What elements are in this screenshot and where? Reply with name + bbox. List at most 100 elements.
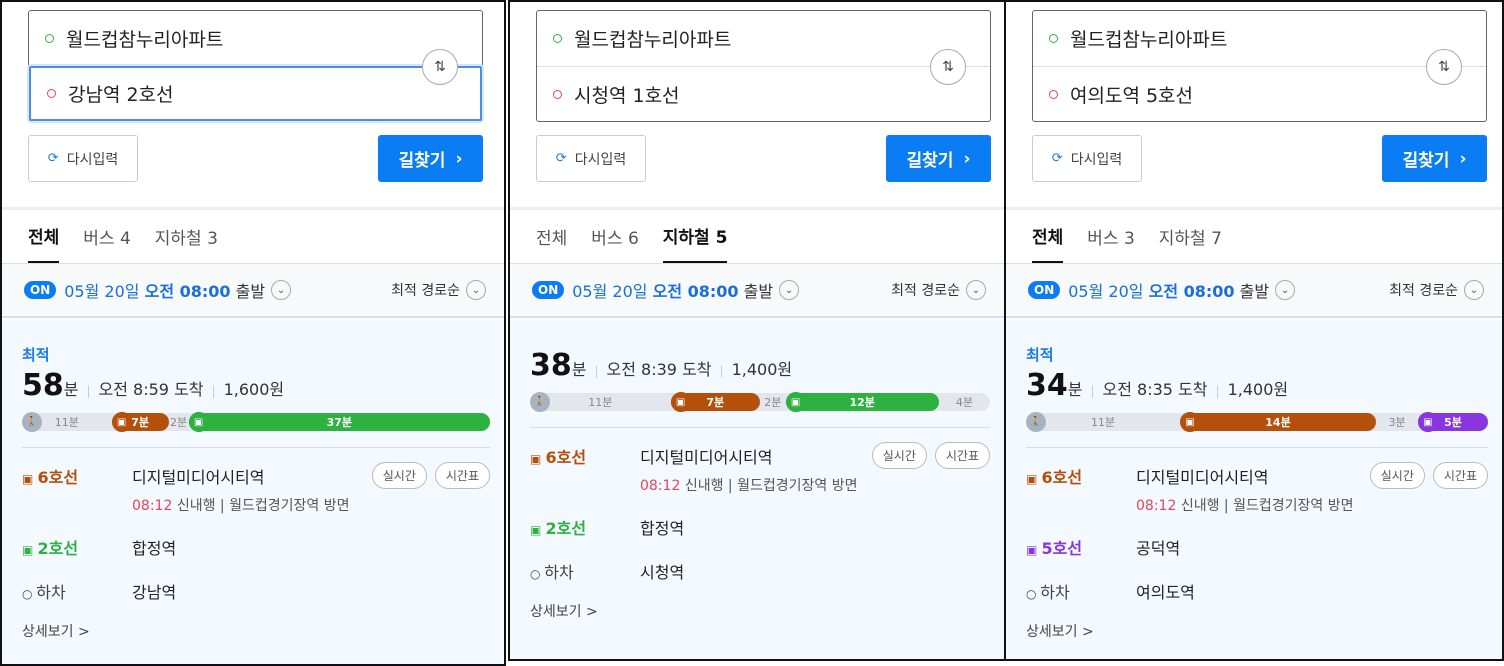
swap-button[interactable]: ⇅ bbox=[1426, 49, 1462, 85]
duration: 58 bbox=[22, 368, 64, 403]
tab-0[interactable]: 전체 bbox=[536, 229, 568, 249]
train-icon: ▣ bbox=[1418, 412, 1438, 432]
realtime-button[interactable]: 실시간 bbox=[371, 462, 427, 489]
details-link[interactable]: 상세보기 > bbox=[1026, 624, 1094, 640]
details-link[interactable]: 상세보기 > bbox=[22, 624, 90, 640]
tab-bar: 전체 버스 6 지하철 5 bbox=[510, 210, 1004, 264]
origin-input[interactable]: 월드컵참누리아파트 bbox=[1033, 11, 1486, 66]
train-icon: ▣ bbox=[530, 523, 546, 537]
destination-dot-icon bbox=[553, 89, 562, 99]
time-text: 오전 08:00 bbox=[144, 282, 231, 301]
origin-input[interactable]: 월드컵참누리아파트 bbox=[537, 11, 990, 66]
tab-bar: 전체 버스 3 지하철 7 bbox=[1006, 210, 1502, 264]
route-input-box: 월드컵참누리아파트 여의도역 5호선 ⇅ bbox=[1032, 10, 1487, 122]
step-actions: 실시간 시간표 bbox=[364, 462, 490, 489]
separator: | bbox=[215, 498, 230, 514]
destination-input[interactable]: 시청역 1호선 bbox=[537, 66, 990, 121]
timetable-button[interactable]: 시간표 bbox=[934, 442, 990, 469]
search-button[interactable]: 길찾기 › bbox=[886, 135, 991, 182]
swap-button[interactable]: ⇅ bbox=[422, 49, 458, 85]
fare: 1,400원 bbox=[1227, 380, 1289, 399]
best-label: 최적 bbox=[22, 346, 50, 364]
tab-bar: 전체 버스 4 지하철 3 bbox=[2, 210, 504, 264]
reset-button[interactable]: ⟳ 다시입력 bbox=[28, 135, 138, 182]
line-name: 하차 bbox=[1040, 583, 1070, 602]
chevron-right-icon: › bbox=[963, 148, 971, 169]
departure-time: 08:12 bbox=[640, 478, 681, 494]
refresh-icon: ⟳ bbox=[555, 151, 567, 166]
route-result-card[interactable]: 38 분 | 오전 8:39 도착 | 1,400원 🚶 11분 ▣ 7분 2분 ▣ 12분 4분 ▣ 6호… bbox=[510, 320, 1004, 659]
timeline-bar: 🚶 11분 ▣ 14분 3분 ▣ 5분 bbox=[1026, 412, 1488, 432]
reset-label: 다시입력 bbox=[1070, 151, 1123, 168]
route-result-card[interactable]: 최적 58 분 | 오전 8:59 도착 | 1,600원 🚶 11분 ▣ 7분 2분 ▣ 37분 ▣ 6호… bbox=[2, 320, 504, 664]
tab-2[interactable]: 지하철 7 bbox=[1158, 229, 1222, 249]
tab-0[interactable]: 전체 bbox=[28, 210, 60, 263]
duration-unit: 분 bbox=[1067, 380, 1083, 399]
timeline-segment-ride: ▣ 5분 bbox=[1418, 412, 1488, 432]
divider bbox=[22, 447, 490, 448]
search-label: 길찾기 bbox=[906, 151, 954, 171]
chevron-down-icon[interactable]: ⌄ bbox=[1275, 280, 1296, 300]
sort-dropdown[interactable]: 최적 경로순 ⌄ bbox=[891, 280, 986, 300]
route-step: ○ 하차 강남역 bbox=[22, 579, 490, 603]
chevron-down-icon: ⌄ bbox=[466, 280, 486, 300]
sort-dropdown[interactable]: 최적 경로순 ⌄ bbox=[391, 280, 486, 300]
station-name: 합정역 bbox=[132, 539, 177, 558]
line-label: ▣ 6호선 bbox=[530, 444, 640, 468]
reset-button[interactable]: ⟳ 다시입력 bbox=[536, 135, 646, 182]
destination-dot-icon bbox=[47, 89, 56, 98]
chevron-down-icon[interactable]: ⌄ bbox=[271, 280, 292, 300]
destination-input[interactable]: 여의도역 5호선 bbox=[1033, 66, 1486, 121]
walk-icon: 🚶 bbox=[530, 392, 550, 412]
details-link[interactable]: 상세보기 > bbox=[530, 604, 598, 620]
timeline-segment-wait: 3분 bbox=[1376, 413, 1418, 431]
arrival: 오전 8:35 도착 bbox=[1102, 380, 1208, 399]
chevron-down-icon[interactable]: ⌄ bbox=[779, 280, 800, 300]
time-text: 오전 08:00 bbox=[1148, 282, 1235, 301]
realtime-button[interactable]: 실시간 bbox=[871, 442, 927, 469]
sort-label: 최적 경로순 bbox=[391, 283, 460, 299]
departure-date[interactable]: 05월 20일 오전 08:00 출발 bbox=[1068, 278, 1269, 302]
origin-input[interactable]: 월드컵참누리아파트 bbox=[29, 11, 482, 66]
timeline-segment-walk: 🚶 11분 bbox=[1026, 412, 1180, 432]
tab-1[interactable]: 버스 4 bbox=[83, 229, 131, 249]
alight-icon: ○ bbox=[530, 567, 545, 581]
alight-icon: ○ bbox=[22, 587, 37, 601]
date-text: 05월 20일 bbox=[572, 282, 648, 301]
destination-dot-icon bbox=[1049, 89, 1058, 99]
segment-label: 37분 bbox=[326, 416, 353, 429]
separator: | bbox=[594, 364, 599, 378]
timeline-segment-wait: 2분 bbox=[169, 413, 189, 431]
tab-1[interactable]: 버스 6 bbox=[591, 229, 639, 249]
tab-0[interactable]: 전체 bbox=[1032, 210, 1064, 263]
swap-button[interactable]: ⇅ bbox=[930, 49, 966, 85]
line-label: ○ 하차 bbox=[22, 579, 132, 603]
search-button[interactable]: 길찾기 › bbox=[378, 135, 483, 182]
line-label: ▣ 5호선 bbox=[1026, 535, 1136, 559]
route-result-card[interactable]: 최적 34 분 | 오전 8:35 도착 | 1,400원 🚶 11분 ▣ 14분 3분 ▣ 5분 ▣ 6호… bbox=[1006, 320, 1502, 659]
refresh-icon: ⟳ bbox=[47, 151, 59, 166]
destination-input[interactable]: 강남역 2호선 bbox=[29, 66, 482, 121]
tab-1[interactable]: 버스 3 bbox=[1087, 229, 1135, 249]
sort-dropdown[interactable]: 최적 경로순 ⌄ bbox=[1389, 280, 1484, 300]
train-icon: ▣ bbox=[785, 392, 806, 412]
reset-button[interactable]: ⟳ 다시입력 bbox=[1032, 135, 1142, 182]
realtime-button[interactable]: 실시간 bbox=[1369, 462, 1425, 489]
tab-2[interactable]: 지하철 3 bbox=[154, 229, 218, 249]
line-label: ▣ 6호선 bbox=[22, 464, 132, 488]
origin-text: 월드컵참누리아파트 bbox=[574, 29, 732, 51]
arrival: 오전 8:59 도착 bbox=[98, 380, 204, 399]
train-icon: ▣ bbox=[22, 471, 38, 486]
timeline-segment-walk: 🚶 11분 bbox=[530, 392, 671, 412]
timetable-button[interactable]: 시간표 bbox=[1432, 462, 1488, 489]
search-button[interactable]: 길찾기 › bbox=[1382, 135, 1487, 182]
departure-date[interactable]: 05월 20일 오전 08:00 출발 bbox=[572, 278, 773, 302]
route-panel: 월드컵참누리아파트 시청역 1호선 ⇅ ⟳ 다시입력 길찾기 › 전체 버스 6 지하철 5 ON 0… bbox=[508, 0, 1006, 661]
tab-2[interactable]: 지하철 5 bbox=[662, 210, 728, 263]
route-step: ▣ 2호선 합정역 bbox=[530, 515, 990, 539]
timetable-button[interactable]: 시간표 bbox=[434, 462, 490, 489]
departure-date[interactable]: 05월 20일 오전 08:00 출발 bbox=[64, 278, 265, 302]
line-label: ▣ 2호선 bbox=[530, 515, 640, 539]
route-step: ▣ 6호선 디지털미디어시티역 실시간 시간표 bbox=[1026, 462, 1488, 489]
